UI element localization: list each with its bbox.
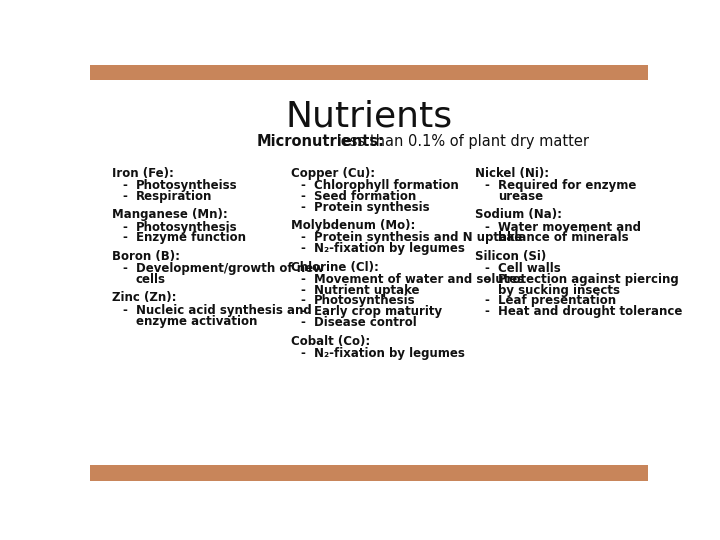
Text: cells: cells [136,273,166,286]
Text: -: - [485,220,490,234]
Text: Water movement and: Water movement and [498,220,642,234]
Text: -: - [485,294,490,307]
Text: Micronutrients:: Micronutrients: [256,134,384,149]
Text: Sodium (Na):: Sodium (Na): [475,208,562,221]
Text: -: - [122,303,127,317]
Bar [90,465,648,481]
Text: -: - [301,231,305,245]
Text: less than 0.1% of plant dry matter: less than 0.1% of plant dry matter [332,134,589,149]
Text: Nucleic acid synthesis and: Nucleic acid synthesis and [136,303,312,317]
Text: -: - [485,305,490,318]
Text: Protein synthesis and N uptake: Protein synthesis and N uptake [315,231,523,245]
Text: Molybdenum (Mo):: Molybdenum (Mo): [291,219,415,232]
Text: Nickel (Ni):: Nickel (Ni): [475,167,549,180]
Text: -: - [301,200,305,213]
Text: -: - [122,262,127,275]
Text: -: - [485,262,490,275]
Text: urease: urease [498,190,544,203]
Text: Cell walls: Cell walls [498,262,561,275]
Text: Cobalt (Co):: Cobalt (Co): [291,335,370,348]
Text: -: - [122,220,127,234]
Text: -: - [301,284,305,296]
Text: Photosynthesis: Photosynthesis [315,294,416,307]
Text: Protection against piercing: Protection against piercing [498,273,679,286]
Text: -: - [122,179,127,192]
Text: Seed formation: Seed formation [315,190,417,203]
Text: -: - [301,242,305,255]
Text: Disease control: Disease control [315,316,417,329]
Bar [90,65,648,80]
Text: -: - [301,179,305,192]
Text: N₂-fixation by legumes: N₂-fixation by legumes [315,242,465,255]
Text: Photosyntheiss: Photosyntheiss [136,179,238,192]
Text: -: - [301,273,305,286]
Text: -: - [122,190,127,203]
Text: -: - [301,190,305,203]
Text: Zinc (Zn):: Zinc (Zn): [112,292,177,305]
Text: balance of minerals: balance of minerals [498,231,629,245]
Text: enzyme activation: enzyme activation [136,314,257,328]
Text: Leaf presentation: Leaf presentation [498,294,616,307]
Text: Early crop maturity: Early crop maturity [315,305,443,318]
Text: -: - [301,294,305,307]
Text: Respiration: Respiration [136,190,212,203]
Text: Enzyme function: Enzyme function [136,231,246,245]
Text: -: - [485,273,490,286]
Text: Manganese (Mn):: Manganese (Mn): [112,208,228,221]
Text: N₂-fixation by legumes: N₂-fixation by legumes [315,347,465,360]
Text: Heat and drought tolerance: Heat and drought tolerance [498,305,683,318]
Text: Chlorophyll formation: Chlorophyll formation [315,179,459,192]
Text: Photosynthesis: Photosynthesis [136,220,238,234]
Text: -: - [301,347,305,360]
Text: Iron (Fe):: Iron (Fe): [112,167,174,180]
Text: Protein synthesis: Protein synthesis [315,200,430,213]
Text: Silicon (Si): Silicon (Si) [475,250,546,263]
Text: Copper (Cu):: Copper (Cu): [291,167,375,180]
Text: Nutrient uptake: Nutrient uptake [315,284,420,296]
Text: -: - [485,179,490,192]
Text: Chlorine (Cl):: Chlorine (Cl): [291,261,379,274]
Text: -: - [301,316,305,329]
Text: by sucking insects: by sucking insects [498,284,621,296]
Text: Development/growth of new: Development/growth of new [136,262,324,275]
Text: Nutrients: Nutrients [285,100,453,134]
Text: Required for enzyme: Required for enzyme [498,179,636,192]
Text: -: - [301,305,305,318]
Text: -: - [122,231,127,245]
Text: Boron (B):: Boron (B): [112,250,180,263]
Text: Movement of water and solutes: Movement of water and solutes [315,273,525,286]
